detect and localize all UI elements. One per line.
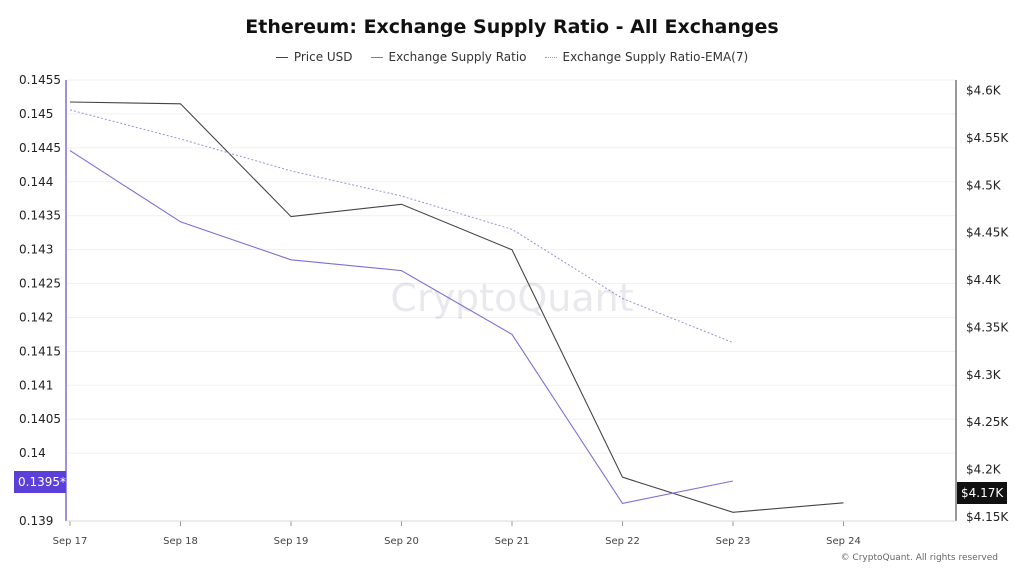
y-right-tick-label: $4.35K	[966, 320, 1009, 334]
y-right-tick-label: $4.45K	[966, 226, 1009, 240]
series-line-price	[69, 101, 844, 513]
y-right-tick-label: $4.3K	[966, 368, 1002, 382]
legend-label-price: Price USD	[293, 50, 353, 64]
legend-item-supply-ratio[interactable]: Exchange Supply Ratio	[370, 50, 527, 64]
y-left-tick-label: 0.144	[19, 175, 53, 189]
y-left-tick-label: 0.14	[19, 446, 46, 460]
copyright-notice: © CryptoQuant. All rights reserved	[840, 553, 998, 563]
y-axis-left-ticks: 0.1455 0.145 0.1445 0.144 0.1435 0.143 0.1425 0…	[19, 73, 61, 528]
y-left-tick-label: 0.141	[19, 378, 53, 392]
y-left-tick-label: 0.145	[19, 107, 53, 121]
chart-legend: Price USD Exchange Supply Ratio Exchange…	[0, 50, 1024, 64]
y-left-tick-label: 0.1415	[19, 344, 61, 358]
x-axis-ticks: Sep 17 Sep 18 Sep 19 Sep 20 Sep 21 Sep 22 Sep …	[53, 536, 861, 547]
y-left-tick-label: 0.143	[19, 243, 53, 257]
x-tick-label: Sep 24	[826, 536, 861, 547]
y-axis-right-ticks: $4.6K $4.55K $4.5K $4.45K $4.4K $4.35K $4.3K $4…	[966, 84, 1009, 524]
chart-series	[69, 101, 844, 513]
grid-lines	[66, 79, 956, 522]
y-left-tick-label: 0.1455	[19, 73, 61, 87]
y-left-tick-label: 0.1435	[19, 209, 61, 223]
legend-label-supply-ratio-ema: Exchange Supply Ratio-EMA(7)	[562, 50, 749, 64]
x-tick-label: Sep 19	[274, 536, 309, 547]
legend-item-supply-ratio-ema[interactable]: Exchange Supply Ratio-EMA(7)	[544, 50, 749, 64]
x-tick-label: Sep 17	[53, 536, 88, 547]
y-right-tick-label: $4.2K	[966, 463, 1002, 477]
y-right-tick-label: $4.55K	[966, 131, 1009, 145]
y-right-tick-label: $4.6K	[966, 84, 1002, 98]
chart-axes	[65, 80, 957, 526]
legend-label-supply-ratio: Exchange Supply Ratio	[388, 50, 527, 64]
y-right-tick-label: $4.25K	[966, 415, 1009, 429]
legend-swatch-price	[275, 56, 288, 58]
y-right-tick-label: $4.5K	[966, 178, 1002, 192]
y-right-tick-label: $4.4K	[966, 273, 1002, 287]
y-left-tick-label: 0.139	[19, 514, 53, 528]
x-tick-label: Sep 18	[163, 536, 198, 547]
legend-swatch-supply-ratio	[370, 56, 383, 58]
x-tick-label: Sep 22	[605, 536, 640, 547]
y-left-tick-label: 0.1445	[19, 141, 61, 155]
legend-item-price[interactable]: Price USD	[275, 50, 353, 64]
watermark: CryptoQuant	[390, 276, 634, 320]
y-left-tick-label: 0.1405	[19, 412, 61, 426]
legend-swatch-supply-ratio-ema	[544, 56, 557, 58]
y-left-tick-label: 0.1425	[19, 277, 61, 291]
y-left-tick-label: 0.142	[19, 310, 53, 324]
current-price-badge: $4.17K	[957, 482, 1008, 504]
x-tick-label: Sep 20	[384, 536, 419, 547]
current-ratio-badge: 0.1395*	[14, 471, 66, 493]
chart-title: Ethereum: Exchange Supply Ratio - All Ex…	[245, 16, 779, 38]
series-line-supply-ratio-ema	[69, 109, 734, 344]
x-tick-label: Sep 23	[716, 536, 751, 547]
y-right-tick-label: $4.15K	[966, 510, 1009, 524]
x-tick-label: Sep 21	[495, 536, 530, 547]
series-line-supply-ratio	[69, 150, 734, 505]
